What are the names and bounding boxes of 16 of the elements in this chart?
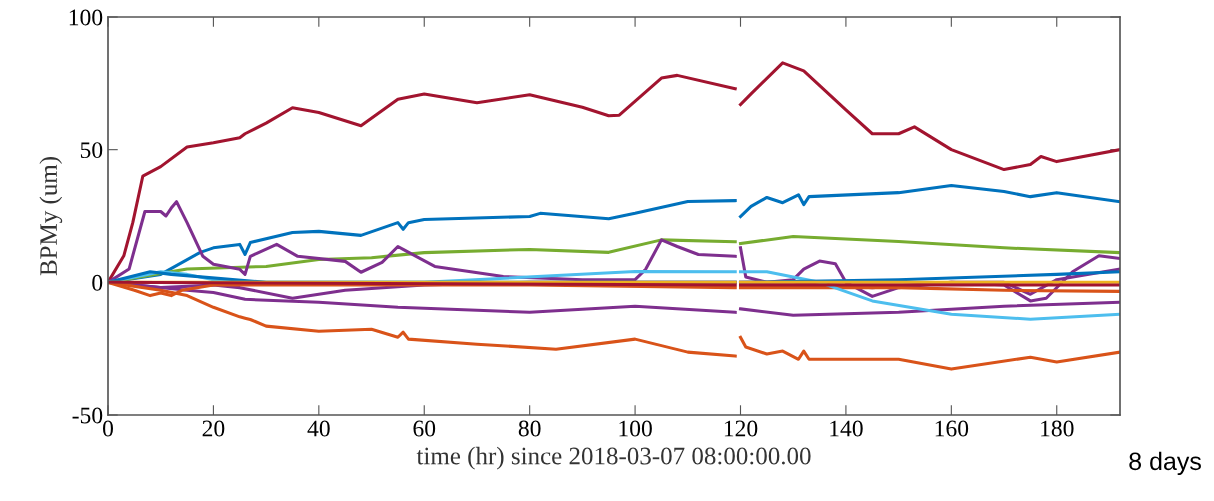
x-tick-label: 180: [1041, 420, 1074, 437]
x-tick-label: 140: [830, 420, 863, 437]
x-tick-label: 120: [724, 420, 758, 437]
x-tick-label: 60: [413, 420, 436, 437]
text: 8 days: [1129, 451, 1201, 476]
x-tick-label: 40: [307, 420, 330, 437]
x-tick-label: 20: [202, 420, 225, 437]
x-axis-title: time (hr) since 2018-03-07 08:00:00.00: [416, 446, 811, 470]
x-tick-label: 80: [518, 420, 541, 437]
x-tick-label: 100: [619, 420, 652, 437]
y-axis-title: BPMy (um): [39, 157, 63, 276]
y-tick-label: 100: [69, 9, 103, 26]
x-tick-label: 160: [935, 420, 969, 437]
y-tick-label: 50: [80, 142, 103, 159]
y-tick-label: -50: [72, 407, 103, 424]
y-tick-label: 0: [92, 274, 103, 291]
